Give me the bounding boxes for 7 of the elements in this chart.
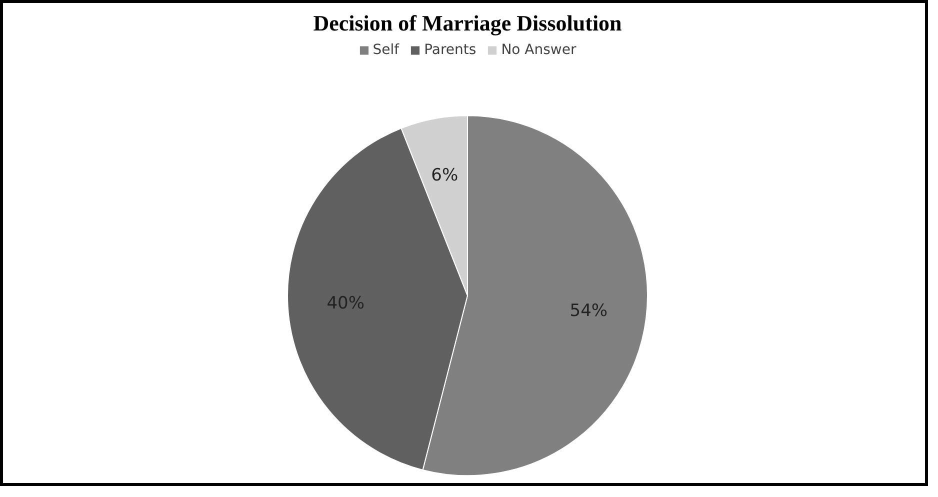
data-label: 54% — [570, 300, 608, 321]
legend-label: No Answer — [501, 42, 576, 58]
legend-label: Self — [372, 42, 400, 58]
legend-label: Parents — [424, 42, 476, 58]
data-label: 6% — [431, 166, 458, 186]
data-label: 40% — [326, 293, 365, 314]
chart-title: Decision of Marriage Dissolution — [313, 10, 622, 36]
